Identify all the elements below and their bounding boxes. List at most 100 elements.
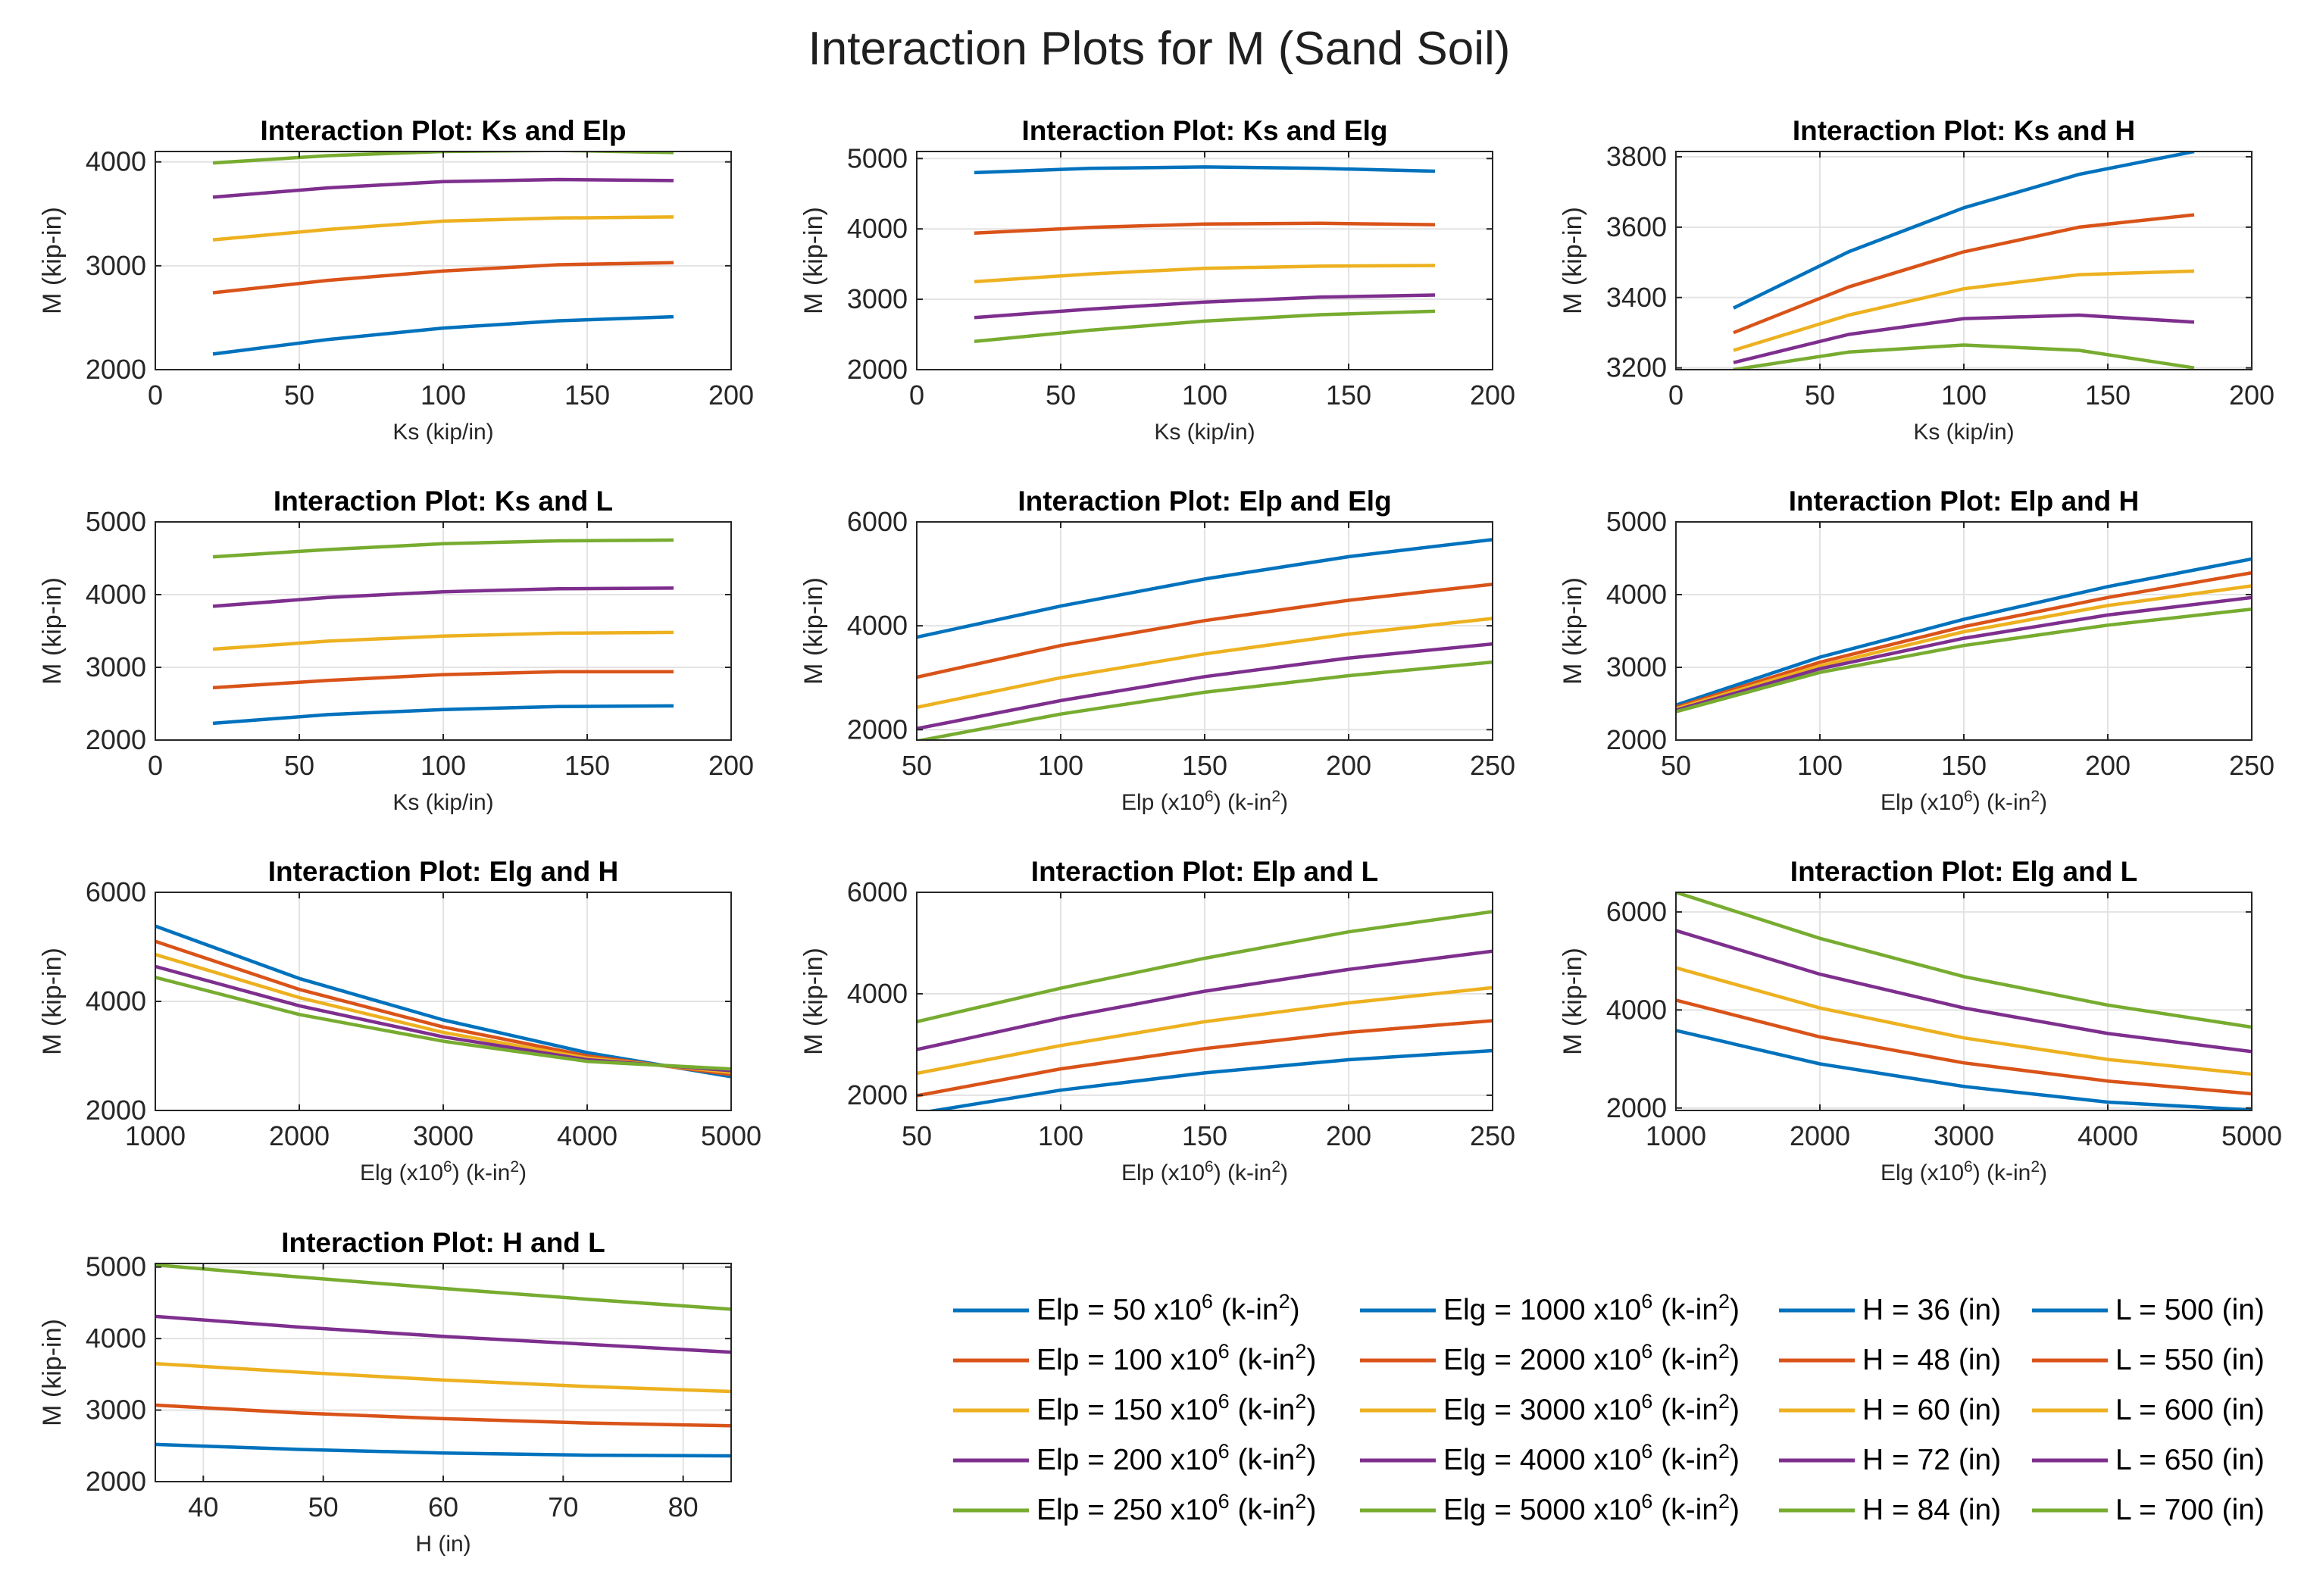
y-tick-label: 6000 [1606, 896, 1667, 927]
x-tick-label: 50 [284, 379, 314, 411]
legend-item: H = 36 (in) [1779, 1294, 2001, 1326]
legend-item: Elg = 5000 x106 (k-in2) [1360, 1490, 1740, 1526]
legend-item: Elg = 3000 x106 (k-in2) [1360, 1390, 1740, 1426]
series-line-4 [1733, 313, 2195, 364]
series-line-5 [1676, 607, 2252, 714]
legend-item: H = 48 (in) [1779, 1344, 2001, 1376]
x-tick-label: 2000 [269, 1120, 330, 1151]
x-tick-label: 5000 [701, 1120, 761, 1151]
x-tick-label: 150 [1941, 750, 1987, 781]
y-tick-label: 2000 [847, 1079, 908, 1110]
legend-label: L = 550 (in) [2115, 1344, 2265, 1376]
legend-label: H = 60 (in) [1862, 1394, 2001, 1426]
subplot-title: Interaction Plot: Elg and L [1790, 856, 2137, 887]
y-axis-label: M (kip-in) [1558, 577, 1587, 685]
subplot-title: Interaction Plot: Elg and H [268, 856, 619, 887]
x-axis-label: Ks (kip/in) [1913, 420, 2014, 445]
y-tick-label: 2000 [86, 724, 146, 755]
x-tick-label: 50 [902, 1120, 932, 1151]
x-tick-label: 150 [564, 750, 610, 781]
y-axis-label: M (kip-in) [38, 207, 67, 314]
series-line-2 [917, 582, 1493, 679]
legend-label: H = 48 (in) [1862, 1344, 2001, 1376]
y-axis-label: M (kip-in) [38, 1319, 67, 1426]
x-axis-label: Ks (kip/in) [1154, 420, 1255, 445]
x-tick-label: 80 [668, 1491, 699, 1523]
x-tick-label: 3000 [413, 1120, 474, 1151]
series-line-5 [155, 976, 731, 1071]
legend-item: L = 500 (in) [2032, 1294, 2265, 1326]
legend-label: Elp = 250 x106 (k-in2) [1036, 1490, 1316, 1526]
series-line-1 [924, 1048, 1493, 1110]
series-line-4 [1676, 595, 2252, 712]
x-tick-label: 100 [1038, 1120, 1083, 1151]
series-line-3 [212, 215, 674, 242]
legend: Elp = 50 x106 (k-in2) Elp = 100 x106 (k-i… [953, 1290, 2265, 1526]
x-axis-label: H (in) [415, 1532, 471, 1557]
legend-label: Elg = 2000 x106 (k-in2) [1443, 1340, 1740, 1376]
y-tick-label: 5000 [1606, 506, 1667, 537]
y-axis-label: M (kip-in) [799, 948, 828, 1055]
series-line-3 [1676, 966, 2252, 1076]
x-tick-label: 60 [428, 1491, 458, 1523]
series-line-3 [212, 630, 674, 651]
series-line-1 [1676, 1029, 2252, 1110]
x-tick-label: 2000 [1790, 1120, 1850, 1151]
series-line-5 [1733, 343, 2195, 370]
subplot-7: 1000 2000 3000 4000 5000200040006000Interact… [38, 856, 761, 1185]
legend-label: Elg = 5000 x106 (k-in2) [1443, 1490, 1740, 1526]
x-tick-label: 0 [909, 379, 924, 411]
series-line-4 [974, 293, 1436, 320]
series-group [155, 1263, 731, 1458]
series-line-5 [974, 309, 1436, 344]
subplot-4: 0 50 100 150 200 2000 3000 4000 5000 Interaction … [38, 486, 754, 815]
y-tick-label: 3400 [1606, 282, 1667, 313]
legend-item: L = 650 (in) [2032, 1444, 2265, 1476]
legend-item: Elg = 1000 x106 (k-in2) [1360, 1290, 1740, 1326]
subplot-title: Interaction Plot: Ks and H [1793, 115, 2135, 146]
x-tick-label: 250 [2229, 750, 2274, 781]
series-line-4 [917, 642, 1493, 731]
y-tick-label: 4000 [86, 146, 146, 177]
x-tick-label: 200 [1470, 379, 1515, 411]
legend-item: Elp = 150 x106 (k-in2) [953, 1390, 1316, 1426]
x-tick-label: 4000 [2077, 1120, 2138, 1151]
x-axis-label: Elp (x106) (k-in2) [1121, 788, 1288, 816]
series-line-5 [155, 1263, 731, 1311]
y-tick-label: 3000 [1606, 651, 1667, 682]
x-tick-label: 5000 [2221, 1120, 2282, 1151]
x-tick-label: 50 [1046, 379, 1076, 411]
x-tick-label: 70 [548, 1491, 578, 1523]
legend-label: Elp = 50 x106 (k-in2) [1036, 1290, 1300, 1326]
legend-label: Elg = 4000 x106 (k-in2) [1443, 1440, 1740, 1476]
legend-label: L = 650 (in) [2115, 1444, 2265, 1476]
x-tick-label: 50 [308, 1491, 339, 1523]
series-line-1 [212, 704, 674, 726]
series-line-1 [1733, 151, 2195, 310]
y-tick-label: 5000 [847, 142, 908, 173]
x-tick-label: 0 [1668, 379, 1684, 411]
subplot-5: 50 100 150 200 250 2000 4000 6000 Interaction Pl… [799, 486, 1515, 815]
series-group [212, 538, 674, 726]
series-line-2 [212, 261, 674, 295]
series-line-1 [917, 538, 1493, 639]
y-tick-label: 4000 [847, 213, 908, 244]
series-group [1676, 892, 2252, 1110]
series-line-1 [974, 165, 1436, 175]
x-tick-label: 40 [188, 1491, 218, 1523]
legend-label: Elp = 150 x106 (k-in2) [1036, 1390, 1316, 1426]
x-tick-label: 200 [1326, 1120, 1371, 1151]
series-line-4 [212, 586, 674, 608]
subplot-1: 0 50 100 150 200 2000 3000 4000 Interaction Plot… [38, 115, 754, 445]
y-tick-label: 4000 [847, 978, 908, 1009]
y-tick-label: 4000 [86, 1323, 146, 1354]
x-tick-label: 100 [1941, 379, 1987, 411]
legend-item: L = 700 (in) [2032, 1494, 2265, 1526]
series-line-4 [1676, 929, 2252, 1054]
x-tick-label: 50 [1805, 379, 1835, 411]
legend-item: H = 84 (in) [1779, 1494, 2001, 1526]
x-tick-label: 200 [708, 750, 754, 781]
series-line-5 [917, 910, 1493, 1023]
y-tick-label: 4000 [1606, 994, 1667, 1025]
